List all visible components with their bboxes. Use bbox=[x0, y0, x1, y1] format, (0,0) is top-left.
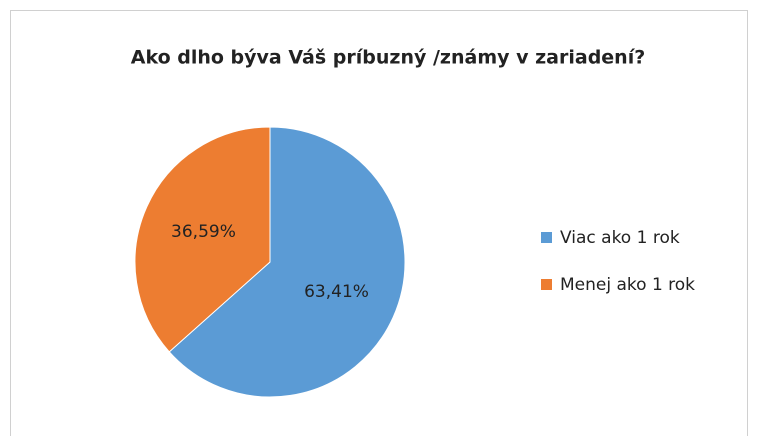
data-label: 36,59% bbox=[171, 222, 236, 242]
pie-slice bbox=[134, 126, 271, 353]
legend-swatch bbox=[541, 279, 552, 290]
pie-slice bbox=[168, 126, 406, 398]
data-label: 63,41% bbox=[304, 282, 369, 302]
legend-label: Menej ako 1 rok bbox=[560, 275, 695, 295]
legend-swatch bbox=[541, 232, 552, 243]
legend-label: Viac ako 1 rok bbox=[560, 228, 680, 248]
chart-title: Ako dlho býva Váš príbuzný /známy v zari… bbox=[131, 47, 646, 69]
